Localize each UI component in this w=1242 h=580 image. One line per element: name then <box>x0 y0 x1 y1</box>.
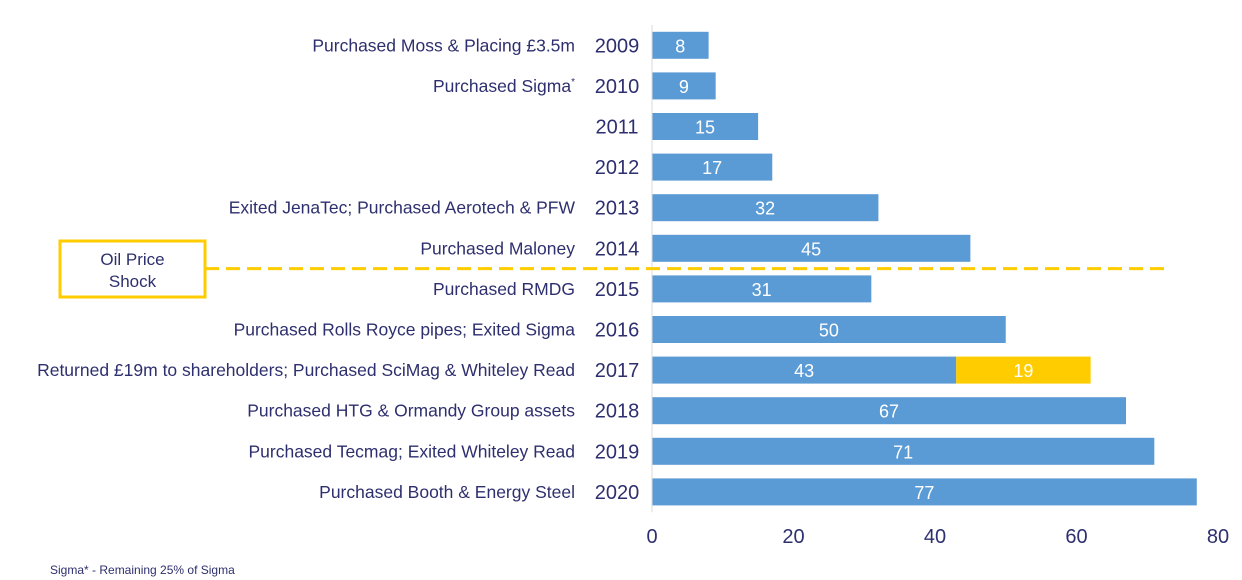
x-tick-label: 0 <box>646 526 657 548</box>
annotations-group: Purchased Moss & Placing £3.5m Purchased … <box>37 35 575 502</box>
bar-2019 <box>652 437 1155 465</box>
bar-value-label: 45 <box>801 239 821 259</box>
event-annotation: Purchased Booth & Energy Steel <box>319 482 575 502</box>
oil-price-shock-marker: Oil Price Shock <box>58 239 1169 299</box>
event-annotation: Purchased HTG & Ormandy Group assets <box>247 401 575 421</box>
year-label: 2020 <box>595 482 640 504</box>
bar-value-label: 31 <box>752 280 772 300</box>
footnote: Sigma* - Remaining 25% of Sigma <box>50 563 235 577</box>
year-label: 2010 <box>595 76 640 98</box>
oil-price-shock-label-line1: Oil Price <box>100 250 164 269</box>
bar-2016 <box>652 316 1006 343</box>
x-tick-label: 60 <box>1065 526 1087 548</box>
bar-value-label: 15 <box>695 118 715 138</box>
bar-2015 <box>652 275 872 303</box>
year-label: 2014 <box>595 238 640 260</box>
x-tick-label: 40 <box>924 526 946 548</box>
bar-2011 <box>652 113 759 140</box>
bar-value-label: 71 <box>893 442 913 462</box>
event-annotation: Purchased Sigma* <box>433 76 575 96</box>
year-label: 2017 <box>595 360 640 382</box>
bar-2013 <box>652 194 879 222</box>
x-tick-label: 20 <box>782 526 804 548</box>
bar-value-label: 9 <box>679 77 689 97</box>
bar-value-label: 43 <box>794 361 814 381</box>
year-label: 2018 <box>595 401 640 423</box>
bar-value-label: 50 <box>819 321 839 341</box>
oil-price-shock-label-line2: Shock <box>109 272 157 291</box>
bar-2009 <box>652 31 709 59</box>
bar-2017-segment-2 <box>956 356 1091 384</box>
x-tick-label: 80 <box>1207 526 1229 548</box>
year-label: 2015 <box>595 279 640 301</box>
bar-2012 <box>652 153 773 181</box>
year-label: 2019 <box>595 441 640 463</box>
year-label: 2016 <box>595 320 640 342</box>
bar-2018 <box>652 397 1127 425</box>
event-annotation: Purchased Maloney <box>420 238 575 258</box>
year-label: 2009 <box>595 35 640 57</box>
year-labels-group: 2009 2010 2011 2012 2013 2014 2015 2016 2017 2018… <box>595 35 640 504</box>
bar-value-label: 32 <box>755 199 775 219</box>
bar-value-label: 19 <box>1013 361 1033 381</box>
event-annotation: Purchased RMDG <box>433 279 575 299</box>
bar-2010 <box>652 72 716 100</box>
year-label: 2013 <box>595 198 640 220</box>
bar-value-label: 17 <box>702 158 722 178</box>
event-annotation: Exited JenaTec; Purchased Aerotech & PFW <box>229 198 576 218</box>
bar-2014 <box>652 234 971 262</box>
bar-2017 <box>652 356 957 384</box>
bar-2020 <box>652 478 1197 506</box>
bar-value-label: 67 <box>879 402 899 422</box>
event-annotation: Returned £19m to shareholders; Purchased… <box>37 360 575 380</box>
year-label: 2012 <box>595 157 640 179</box>
bar-value-label: 77 <box>914 483 934 503</box>
bar-value-label: 8 <box>675 36 685 56</box>
event-annotation: Purchased Moss & Placing £3.5m <box>312 35 575 55</box>
x-axis-ticks-group: 0 20 40 60 80 <box>646 526 1229 548</box>
year-label: 2011 <box>595 117 638 139</box>
event-annotation: Purchased Rolls Royce pipes; Exited Sigm… <box>234 320 576 340</box>
event-annotation: Purchased Tecmag; Exited Whiteley Read <box>248 441 575 461</box>
